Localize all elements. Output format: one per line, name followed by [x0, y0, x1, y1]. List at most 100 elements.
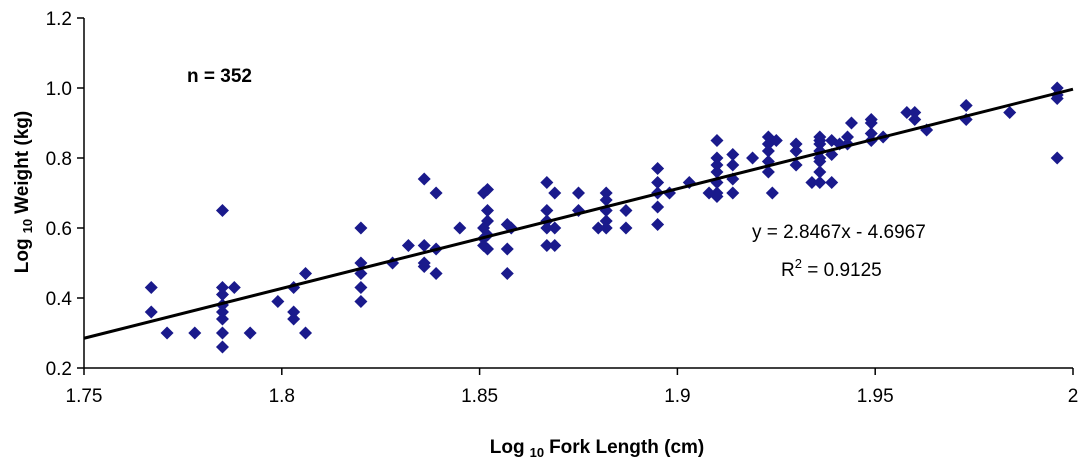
x-axis-title-subscript: 10 — [530, 445, 544, 460]
data-point — [1050, 151, 1064, 165]
data-point — [908, 106, 922, 119]
data-point — [481, 214, 495, 228]
data-point — [500, 267, 514, 280]
x-tick-label: 1.75 — [66, 386, 103, 407]
data-point — [453, 221, 467, 235]
x-tick-label: 1.85 — [461, 386, 498, 407]
data-point — [864, 116, 878, 130]
data-point — [144, 281, 158, 294]
data-point — [429, 186, 443, 200]
y-tick-label: 1.0 — [46, 79, 72, 100]
r-squared-superscript: 2 — [795, 256, 802, 271]
data-point — [271, 295, 285, 308]
data-point — [789, 144, 803, 158]
data-point — [429, 267, 443, 280]
data-point — [481, 183, 495, 196]
y-tick-label: 0.4 — [46, 289, 73, 310]
y-tick-label: 0.6 — [46, 219, 72, 240]
trendline — [83, 87, 1074, 340]
data-point — [825, 176, 839, 189]
data-point — [813, 165, 827, 179]
data-point — [540, 176, 554, 189]
y-tick-label: 0.2 — [46, 359, 72, 380]
data-point — [599, 214, 613, 228]
data-point — [959, 99, 973, 112]
x-axis-title-prefix: Log — [490, 437, 525, 458]
data-point — [813, 176, 827, 189]
data-point — [789, 137, 803, 151]
y-axis-title-main: Weight (kg) — [12, 111, 33, 214]
data-point — [599, 186, 613, 200]
data-point — [160, 326, 174, 340]
data-point — [761, 165, 775, 179]
data-point — [864, 127, 878, 140]
data-point — [548, 186, 562, 200]
x-tick-label: 2 — [1068, 386, 1079, 407]
data-point — [651, 176, 665, 189]
data-point — [215, 326, 229, 340]
data-point — [900, 106, 914, 119]
x-axis-title-main: Fork Length (cm) — [549, 437, 704, 458]
data-point — [805, 176, 819, 189]
x-tick-label: 1.8 — [269, 386, 295, 407]
data-point — [299, 326, 313, 340]
data-point — [215, 281, 229, 294]
r-squared-value: = 0.9125 — [802, 260, 882, 281]
data-point — [417, 172, 431, 186]
data-point — [540, 239, 554, 252]
data-point — [401, 239, 415, 252]
r-squared-label: R2 = 0.9125 — [781, 256, 882, 281]
data-point — [548, 239, 562, 252]
y-tick-label: 0.8 — [46, 149, 72, 170]
data-point — [651, 218, 665, 231]
data-point — [769, 134, 783, 147]
data-point — [548, 221, 562, 235]
data-point — [354, 221, 368, 235]
data-point — [591, 221, 605, 235]
data-point — [417, 260, 431, 273]
data-point — [765, 186, 779, 200]
data-point — [215, 312, 229, 326]
data-point — [215, 204, 229, 217]
data-point — [299, 267, 313, 280]
y-axis-title-prefix: Log — [12, 238, 33, 273]
data-point — [540, 204, 554, 217]
data-point — [354, 295, 368, 308]
data-point — [710, 165, 724, 179]
n-label: n = 352 — [187, 66, 252, 87]
data-point — [287, 312, 301, 326]
data-point — [188, 326, 202, 340]
data-point — [710, 134, 724, 147]
data-point — [215, 340, 229, 354]
data-point — [144, 305, 158, 319]
data-point — [726, 158, 740, 172]
data-point — [227, 281, 241, 294]
data-point — [599, 193, 613, 207]
data-point — [572, 186, 585, 200]
data-point — [813, 155, 827, 168]
data-point — [651, 162, 665, 175]
y-axis-title-subscript: 10 — [20, 219, 35, 233]
data-point — [243, 326, 257, 340]
x-tick-label: 1.9 — [664, 386, 690, 407]
data-point — [761, 144, 775, 158]
data-point — [746, 151, 760, 165]
points-layer — [144, 81, 1064, 354]
data-point — [619, 204, 633, 217]
y-axis-title: Log 10 Weight (kg) — [12, 111, 35, 273]
r-squared-prefix: R — [781, 260, 795, 281]
data-point — [651, 200, 665, 214]
data-point — [500, 242, 514, 256]
data-point — [726, 148, 740, 161]
y-tick-label: 1.2 — [46, 9, 72, 30]
data-point — [599, 221, 613, 235]
data-point — [215, 305, 229, 319]
trendline-equation: y = 2.8467x - 4.6967 — [752, 222, 926, 243]
x-tick-label: 1.95 — [857, 386, 894, 407]
data-point — [1003, 106, 1017, 119]
x-axis-title: Log 10 Fork Length (cm) — [490, 437, 704, 460]
data-point — [481, 204, 495, 217]
data-point — [710, 151, 724, 165]
